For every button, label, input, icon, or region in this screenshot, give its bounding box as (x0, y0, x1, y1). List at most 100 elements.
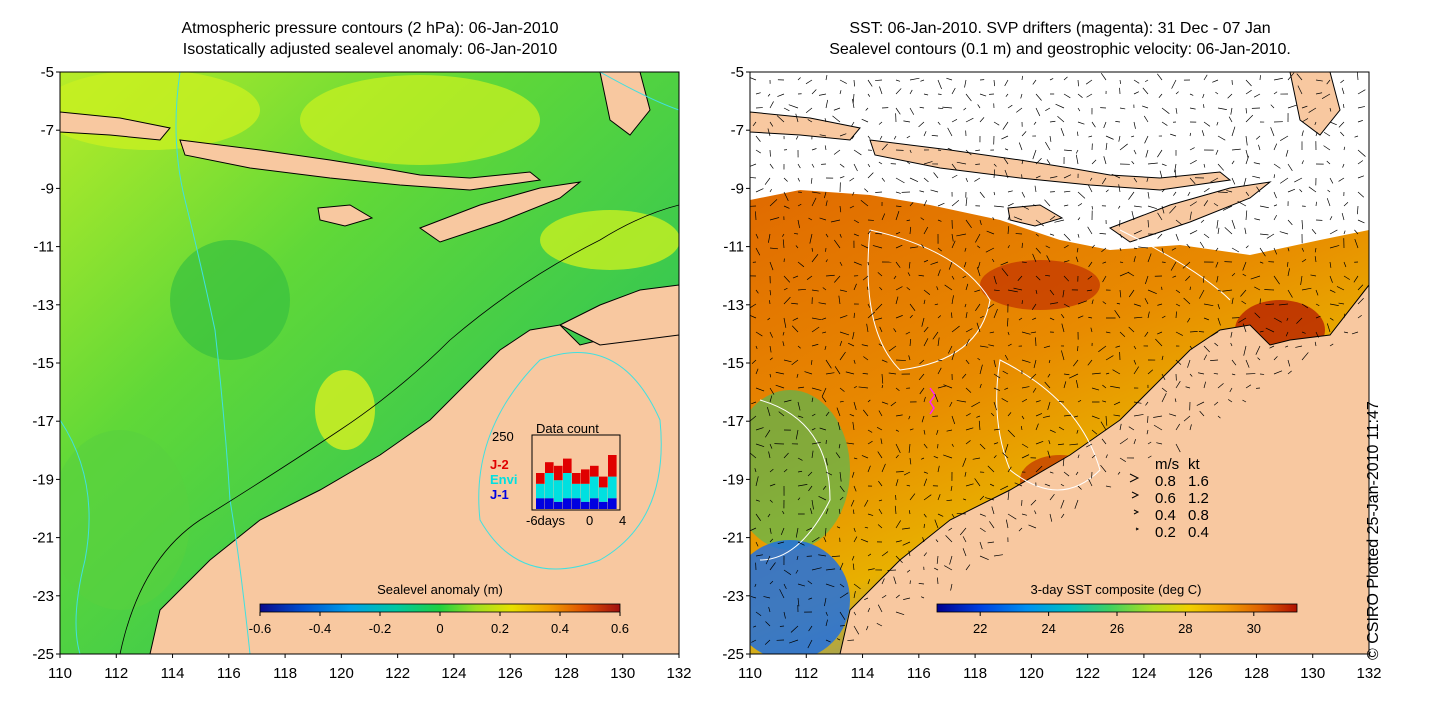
velocity-arrow (763, 596, 771, 599)
velocity-arrow (1243, 177, 1247, 187)
velocity-arrow (919, 190, 925, 193)
velocity-arrow (825, 99, 829, 109)
velocity-arrow (921, 415, 925, 423)
velocity-arrow (867, 513, 874, 516)
velocity-arrow (1323, 131, 1331, 137)
velocity-arrow (965, 338, 970, 347)
velocity-arrow (795, 527, 799, 538)
velocity-arrow (1100, 464, 1107, 473)
velocity-arrow (993, 79, 996, 87)
velocity-arrow (796, 373, 799, 378)
velocity-arrow (783, 399, 792, 403)
velocity-arrow (963, 107, 967, 111)
velocity-arrow (959, 527, 967, 536)
data-count-bar-j2 (590, 465, 599, 477)
velocity-arrow (1112, 369, 1121, 375)
velocity-arrow (1203, 200, 1209, 207)
velocity-arrow (1105, 372, 1110, 375)
velocity-arrow (809, 233, 813, 244)
velocity-arrow (824, 527, 827, 537)
velocity-arrow (1336, 286, 1345, 291)
velocity-arrow (1007, 190, 1013, 193)
velocity-arrow (1060, 499, 1065, 509)
velocity-arrow (937, 107, 944, 110)
data-count-bar-j2 (545, 462, 554, 473)
velocity-arrow (895, 88, 902, 95)
x-tick-label: 118 (963, 665, 987, 682)
velocity-arrow (909, 149, 912, 153)
velocity-arrow (1273, 91, 1278, 95)
velocity-arrow (937, 247, 942, 252)
velocity-arrow (849, 205, 855, 209)
velocity-arrow (824, 191, 827, 199)
velocity-arrow (1315, 79, 1323, 82)
y-tick-label: -19 (32, 471, 54, 488)
velocity-arrow (1189, 211, 1192, 221)
velocity-arrow (1287, 268, 1290, 277)
velocity-arrow (951, 240, 956, 249)
velocity-arrow (1327, 189, 1331, 193)
velocity-arrow (1185, 275, 1191, 282)
velocity-arrow (965, 149, 972, 156)
velocity-arrow (1210, 359, 1219, 361)
velocity-arrow (951, 415, 956, 425)
velocity-arrow (1259, 75, 1261, 81)
velocity-arrow (1075, 149, 1079, 154)
velocity-arrow (1169, 413, 1177, 417)
velocity-arrow (1045, 274, 1051, 277)
velocity-arrow (1021, 300, 1023, 305)
velocity-arrow (1077, 345, 1079, 352)
velocity-arrow (782, 331, 785, 336)
velocity-arrow (750, 303, 757, 309)
velocity-arrow (769, 199, 778, 207)
velocity-arrow (769, 331, 773, 338)
velocity-arrow (768, 606, 771, 613)
data-count-bar-j1 (608, 498, 617, 509)
velocity-arrow (853, 401, 857, 410)
velocity-arrow (1007, 412, 1012, 417)
velocity-arrow (1000, 261, 1009, 266)
velocity-arrow (834, 366, 841, 375)
velocity-arrow (1216, 275, 1219, 283)
velocity-arrow (1060, 313, 1065, 319)
velocity-arrow (1101, 177, 1107, 185)
velocity-arrow (825, 372, 835, 375)
velocity-arrow (1001, 398, 1009, 403)
velocity-arrow (909, 77, 920, 81)
velocity-arrow (965, 117, 974, 123)
velocity-arrow (1047, 373, 1051, 378)
timor-island (418, 181, 582, 243)
velocity-arrow (765, 621, 771, 627)
velocity-arrow (1269, 345, 1275, 349)
velocity-arrow (1323, 145, 1331, 151)
y-tick-label: -5 (731, 64, 744, 81)
velocity-arrow (921, 244, 925, 249)
velocity-arrow (1259, 330, 1264, 333)
right-colorbar-label: 3-day SST composite (deg C) (1031, 582, 1202, 597)
velocity-arrow (1007, 104, 1013, 109)
velocity-arrow (985, 247, 995, 253)
velocity-arrow (1075, 379, 1079, 389)
velocity-arrow (750, 77, 757, 81)
velocity-arrow (977, 245, 981, 249)
velocity-arrow (1244, 227, 1247, 235)
velocity-arrow (1253, 162, 1261, 165)
velocity-arrow (937, 121, 941, 126)
velocity-arrow (1142, 87, 1149, 95)
velocity-arrow (867, 399, 871, 403)
velocity-arrow (895, 414, 903, 417)
velocity-arrow (965, 564, 971, 571)
legend-speed-ms: 0.6 (1155, 490, 1176, 507)
velocity-arrow (1314, 121, 1317, 126)
velocity-arrow (1250, 275, 1261, 280)
velocity-arrow (1279, 231, 1289, 235)
velocity-arrow (875, 233, 883, 235)
velocity-arrow (806, 275, 813, 280)
velocity-arrow (1004, 354, 1009, 361)
velocity-arrow (862, 409, 869, 417)
velocity-arrow (1170, 261, 1177, 271)
velocity-arrow (1032, 387, 1037, 393)
right-title-line1: SST: 06-Jan-2010. SVP drifters (magenta)… (849, 20, 1271, 37)
velocity-arrow (875, 303, 883, 311)
